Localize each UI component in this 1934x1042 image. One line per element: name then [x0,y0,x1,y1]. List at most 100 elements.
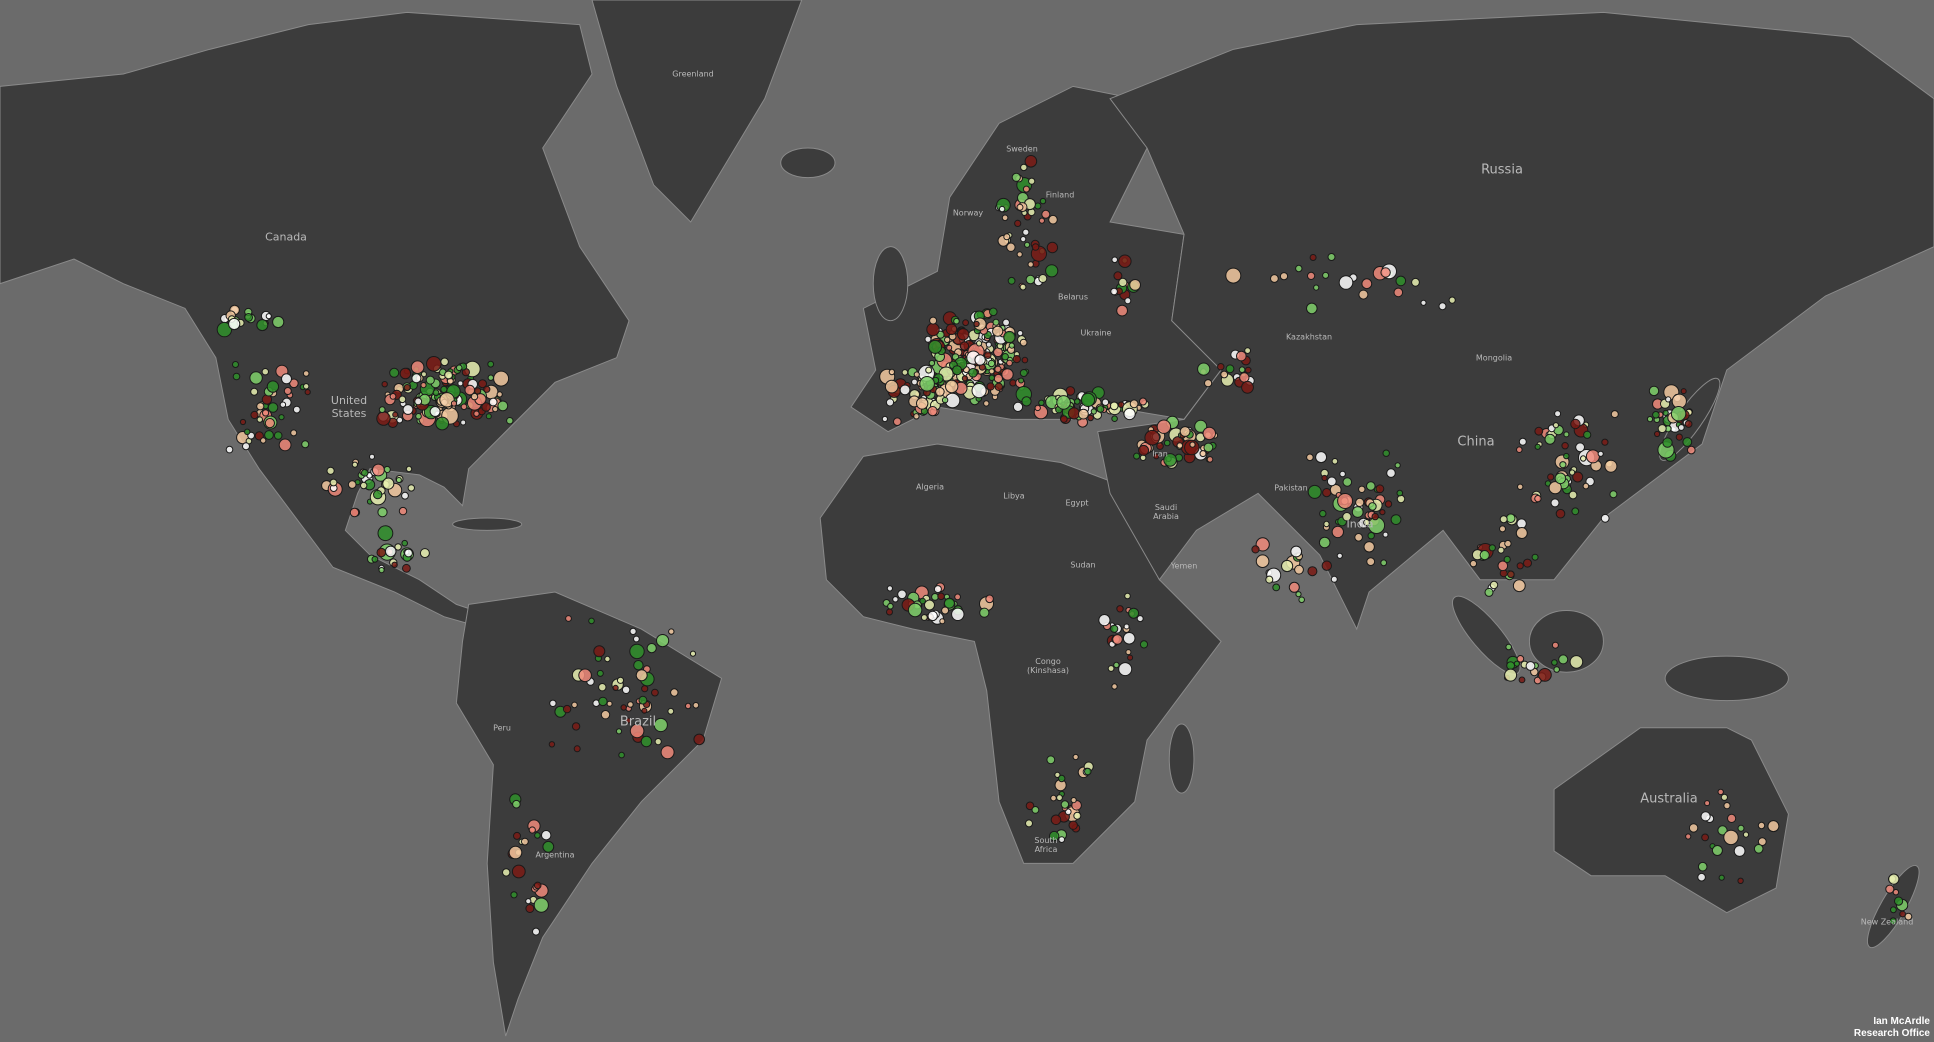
map-marker[interactable] [1396,489,1404,497]
map-marker[interactable] [1179,426,1191,437]
map-marker[interactable] [604,655,611,663]
map-marker[interactable] [1270,274,1279,283]
map-marker[interactable] [1078,408,1089,420]
map-marker[interactable] [985,594,994,604]
map-marker[interactable] [933,585,942,594]
map-marker[interactable] [351,461,358,468]
map-marker[interactable] [598,696,608,707]
map-marker[interactable] [460,419,467,426]
map-marker[interactable] [986,382,995,391]
map-marker[interactable] [565,615,572,622]
map-marker[interactable] [1585,449,1600,464]
map-marker[interactable] [1046,755,1056,765]
map-marker[interactable] [1048,214,1058,225]
map-marker[interactable] [256,319,269,332]
map-marker[interactable] [885,398,895,407]
map-marker[interactable] [1138,444,1150,456]
map-marker[interactable] [1220,370,1229,379]
map-marker[interactable] [1012,401,1024,412]
map-marker[interactable] [1323,520,1330,528]
map-marker[interactable] [1675,433,1683,441]
map-marker[interactable] [283,387,292,395]
map-marker[interactable] [919,376,935,392]
map-marker[interactable] [1008,342,1015,349]
map-marker[interactable] [668,628,675,635]
map-marker[interactable] [1338,275,1354,290]
map-marker[interactable] [1899,910,1906,918]
map-marker[interactable] [1203,442,1214,453]
map-marker[interactable] [887,602,894,610]
map-marker[interactable] [1717,788,1724,796]
map-marker[interactable] [1006,359,1013,367]
map-marker[interactable] [470,392,479,401]
map-marker[interactable] [929,316,938,325]
map-marker[interactable] [1018,377,1025,384]
map-marker[interactable] [260,437,267,444]
map-marker[interactable] [440,385,448,393]
map-marker[interactable] [1723,829,1739,846]
map-marker[interactable] [1551,659,1558,666]
map-marker[interactable] [1204,379,1213,388]
map-marker[interactable] [1518,676,1526,684]
map-marker[interactable] [1358,485,1366,493]
map-marker[interactable] [983,400,990,407]
map-marker[interactable] [1420,299,1427,306]
map-marker[interactable] [394,543,402,551]
map-marker[interactable] [1014,219,1022,227]
map-marker[interactable] [1569,469,1576,476]
map-marker[interactable] [1199,450,1207,458]
map-marker[interactable] [304,389,311,396]
map-marker[interactable] [1363,541,1375,553]
map-marker[interactable] [1525,661,1536,671]
map-marker[interactable] [653,717,668,733]
map-marker[interactable] [435,416,450,431]
map-marker[interactable] [290,429,298,437]
map-marker[interactable] [1516,518,1527,529]
map-marker[interactable] [432,389,440,397]
map-marker[interactable] [1025,819,1033,828]
map-marker[interactable] [1395,275,1407,287]
map-marker[interactable] [485,413,492,420]
map-marker[interactable] [496,391,503,398]
map-marker[interactable] [1109,401,1119,411]
map-marker[interactable] [216,321,233,338]
map-marker[interactable] [242,442,250,451]
map-marker[interactable] [1024,155,1038,168]
map-marker[interactable] [369,453,375,460]
map-marker[interactable] [1534,494,1542,503]
map-marker[interactable] [1136,615,1144,623]
map-marker[interactable] [376,411,391,426]
map-marker[interactable] [989,307,998,317]
map-marker[interactable] [349,507,360,518]
map-marker[interactable] [1367,532,1375,540]
map-marker[interactable] [1904,912,1913,921]
map-marker[interactable] [640,735,653,748]
map-marker[interactable] [1022,185,1030,193]
map-marker[interactable] [881,415,889,423]
map-marker[interactable] [450,400,458,407]
map-marker[interactable] [395,477,402,483]
map-marker[interactable] [381,381,388,388]
map-marker[interactable] [1375,484,1385,494]
map-marker[interactable] [249,371,263,385]
map-marker[interactable] [946,344,953,351]
map-marker[interactable] [951,607,965,621]
map-marker[interactable] [1255,554,1270,569]
map-marker[interactable] [1244,347,1251,355]
map-marker[interactable] [1111,683,1118,690]
map-marker[interactable] [420,382,427,389]
map-marker[interactable] [1020,163,1028,172]
map-marker[interactable] [1503,555,1511,564]
map-marker[interactable] [1662,437,1673,448]
map-marker[interactable] [1309,254,1317,261]
map-marker[interactable] [884,379,899,394]
map-marker[interactable] [1499,515,1508,524]
map-marker[interactable] [1700,811,1711,822]
map-marker[interactable] [497,400,509,412]
map-marker[interactable] [239,418,247,426]
map-marker[interactable] [1396,494,1406,504]
map-marker[interactable] [1382,531,1389,538]
map-marker[interactable] [372,463,385,477]
map-marker[interactable] [899,384,911,396]
map-marker[interactable] [1129,279,1141,291]
